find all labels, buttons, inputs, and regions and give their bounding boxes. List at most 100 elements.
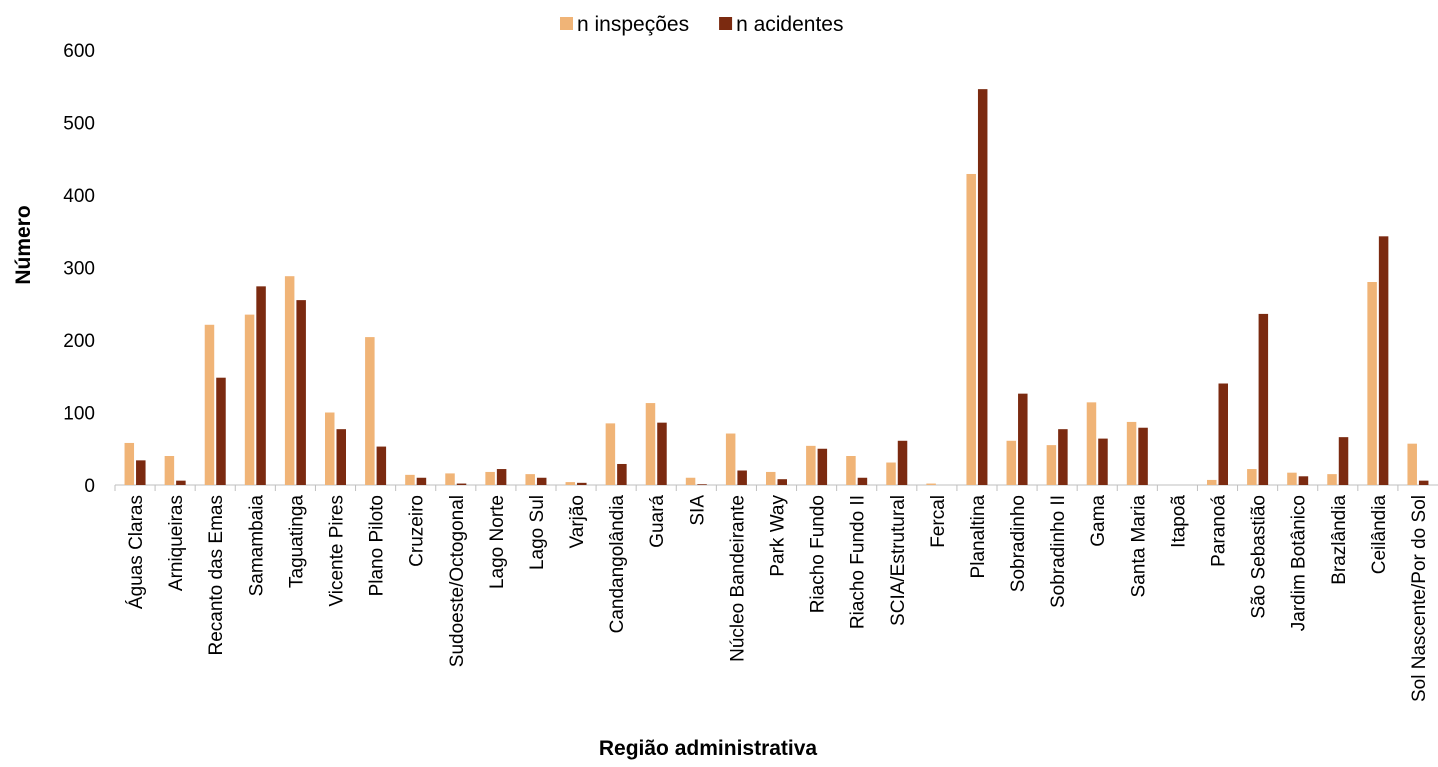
x-tick-label: Ceilândia [1369, 495, 1390, 575]
x-tick-label: Planaltina [968, 495, 989, 579]
bar [1058, 429, 1068, 485]
x-tick-label: Samambaia [246, 495, 267, 597]
bar [966, 173, 976, 485]
bar [176, 480, 186, 485]
legend-swatch [560, 17, 573, 30]
x-tick-label: Guará [647, 495, 668, 548]
x-tick-label: Sobradinho [1008, 495, 1029, 592]
bar [1207, 479, 1217, 485]
bar [846, 456, 856, 485]
bar [645, 403, 656, 485]
bar [216, 377, 226, 485]
bar [536, 477, 547, 485]
bar [897, 440, 908, 485]
bar [1138, 427, 1148, 485]
x-tick-label: Jardim Botânico [1289, 495, 1310, 631]
bar [725, 433, 736, 485]
bar [886, 462, 896, 485]
bar [657, 422, 667, 485]
x-tick-label: Cruzeiro [407, 495, 428, 567]
x-tick-label: Brazlândia [1329, 495, 1350, 585]
bar [605, 423, 616, 485]
bar [1258, 313, 1269, 485]
bar [284, 276, 295, 485]
y-tick-label: 500 [63, 114, 95, 135]
x-tick-label: Paranoá [1209, 495, 1230, 567]
x-tick-label: Arniqueiras [166, 495, 187, 591]
x-tick-label: Vicente Pires [327, 495, 348, 607]
x-tick-label: Gama [1088, 495, 1109, 547]
bar [1367, 282, 1377, 485]
bar [1327, 474, 1337, 485]
x-tick-label: Recanto das Emas [206, 495, 227, 656]
bar [376, 446, 387, 485]
x-tick-label: Águas Claras [126, 495, 147, 609]
bar [1418, 480, 1429, 485]
x-tick-label: Candangolândia [607, 495, 628, 634]
x-tick-label: SCIA/Estrutural [888, 495, 909, 626]
x-tick-label: Lago Sul [527, 495, 548, 570]
x-tick-label: Taguatinga [286, 495, 307, 588]
bar [204, 324, 215, 485]
bar [1287, 472, 1297, 485]
y-axis-title: Número [12, 205, 35, 284]
bar [685, 477, 696, 485]
x-tick-label: Sol Nascente/Por do Sol [1409, 495, 1430, 702]
bar [926, 483, 936, 485]
bar [456, 483, 467, 485]
bar [405, 474, 415, 485]
bar [136, 460, 146, 485]
y-tick-label: 300 [63, 259, 95, 280]
bar [296, 300, 306, 485]
legend-label: n acidentes [736, 13, 843, 36]
x-tick-label: Lago Norte [487, 495, 508, 589]
bar [256, 286, 266, 485]
bar [766, 471, 776, 485]
bar [697, 484, 707, 485]
bar [496, 469, 507, 485]
x-tick-label: Santa Maria [1128, 495, 1149, 598]
bar [244, 314, 255, 485]
bar [1407, 443, 1417, 485]
bar [164, 456, 175, 485]
x-tick-label: Riacho Fundo [808, 495, 829, 613]
bar [1046, 445, 1057, 485]
x-tick-label: Núcleo Bandeirante [727, 495, 748, 662]
bar [806, 445, 816, 485]
bar [445, 473, 455, 485]
x-axis-title: Região administrativa [599, 737, 818, 760]
bar [1126, 421, 1137, 485]
bar [1218, 383, 1228, 485]
bar [777, 479, 787, 485]
bar [977, 89, 988, 486]
y-tick-label: 600 [63, 41, 95, 62]
bar [1247, 469, 1257, 485]
legend-label: n inspeções [577, 13, 689, 36]
y-tick-label: 100 [63, 404, 95, 425]
bar [325, 412, 335, 485]
y-tick-label: 400 [63, 186, 95, 207]
bar [617, 463, 627, 485]
bar [1086, 402, 1097, 485]
bar [1338, 437, 1349, 485]
bar [1098, 438, 1108, 485]
bar [577, 482, 587, 485]
x-tick-label: São Sebastião [1249, 495, 1270, 619]
x-tick-label: Fercal [928, 495, 949, 548]
x-tick-label: Riacho Fundo II [848, 495, 869, 629]
bar [1298, 476, 1309, 485]
bar [1018, 393, 1028, 485]
legend-swatch [719, 17, 733, 30]
bar [817, 448, 828, 485]
x-tick-label: Sudoeste/Octogonal [447, 495, 468, 667]
x-tick-label: Park Way [768, 495, 789, 577]
bar [1378, 236, 1389, 485]
bar [1006, 440, 1017, 485]
bar [485, 471, 495, 485]
bar [857, 477, 868, 485]
x-tick-label: SIA [687, 495, 708, 526]
y-tick-label: 200 [63, 331, 95, 352]
bar [336, 429, 346, 485]
x-tick-label: Sobradinho II [1048, 495, 1069, 608]
